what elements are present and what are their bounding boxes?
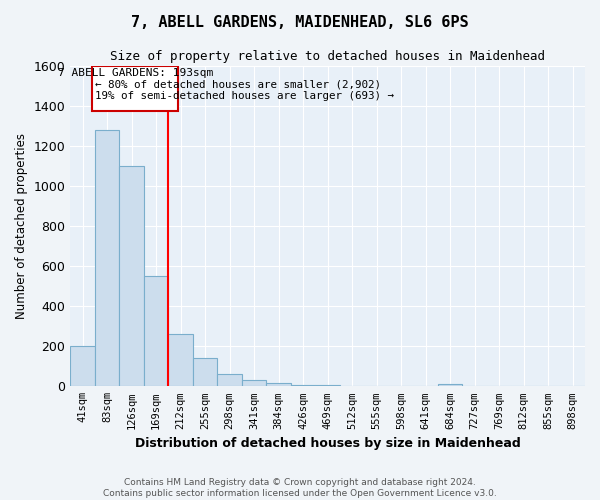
Bar (144, 276, 169, 386)
X-axis label: Distribution of detached houses by size in Maidenhead: Distribution of detached houses by size … (135, 437, 521, 450)
Text: ← 80% of detached houses are smaller (2,902): ← 80% of detached houses are smaller (2,… (95, 79, 381, 89)
FancyBboxPatch shape (92, 66, 178, 110)
Bar (217, 374, 242, 386)
Bar (95, 130, 119, 386)
Bar (266, 384, 291, 386)
Bar (119, 166, 144, 386)
Bar (193, 358, 217, 386)
Text: 7 ABELL GARDENS: 193sqm: 7 ABELL GARDENS: 193sqm (58, 68, 213, 78)
Text: 7, ABELL GARDENS, MAIDENHEAD, SL6 6PS: 7, ABELL GARDENS, MAIDENHEAD, SL6 6PS (131, 15, 469, 30)
Bar (242, 380, 266, 386)
Text: Contains HM Land Registry data © Crown copyright and database right 2024.
Contai: Contains HM Land Registry data © Crown c… (103, 478, 497, 498)
Bar (438, 384, 463, 386)
Bar (169, 334, 193, 386)
Y-axis label: Number of detached properties: Number of detached properties (15, 133, 28, 319)
Title: Size of property relative to detached houses in Maidenhead: Size of property relative to detached ho… (110, 50, 545, 63)
Text: 19% of semi-detached houses are larger (693) →: 19% of semi-detached houses are larger (… (95, 91, 394, 101)
Bar (291, 384, 316, 386)
Bar (70, 346, 95, 387)
